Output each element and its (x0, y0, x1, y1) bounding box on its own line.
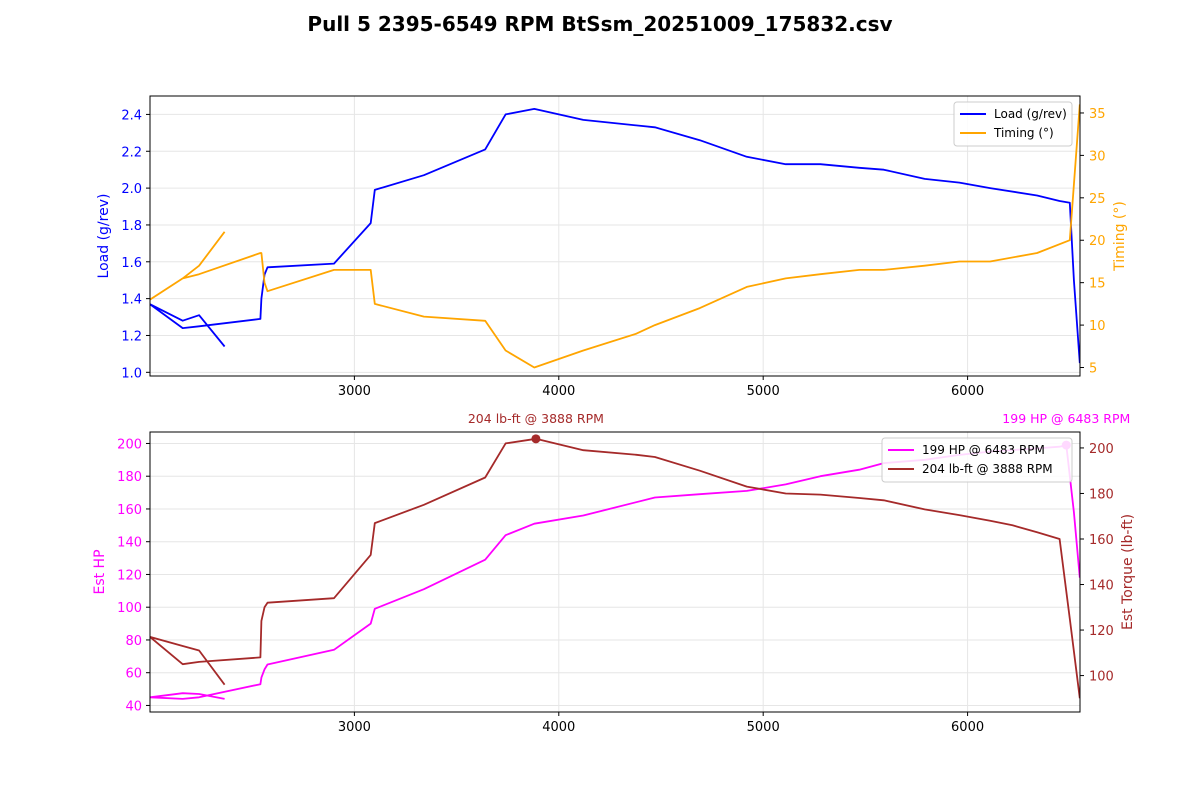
legend-label: 199 HP @ 6483 RPM (922, 443, 1045, 457)
y-tick-label: 140 (117, 536, 142, 551)
x-tick-label: 5000 (747, 720, 780, 735)
y2-tick-label: 35 (1089, 107, 1106, 122)
legend-label: Load (g/rev) (994, 107, 1067, 121)
hp-torque-panel: 3000 4000 5000 6000 40 60 80 100 120 140 160 180 200… (92, 411, 1136, 735)
y2-tick-label: 200 (1089, 442, 1114, 457)
y-axis-label: Est HP (92, 549, 108, 594)
x-tick-label: 6000 (951, 720, 984, 735)
y2-tick-label: 25 (1089, 192, 1106, 207)
y2-tick-label: 20 (1089, 234, 1106, 249)
y2-tick-label: 160 (1089, 533, 1114, 548)
x-tick-label: 3000 (338, 384, 371, 399)
peak-marker (531, 434, 541, 444)
y-tick-label: 80 (125, 634, 142, 649)
y-tick-label: 2.4 (121, 108, 142, 123)
y-tick-label: 160 (117, 503, 142, 518)
legend-label: Timing (°) (993, 126, 1054, 140)
y2-tick-label: 30 (1089, 149, 1106, 164)
y-tick-label: 40 (125, 699, 142, 714)
y-tick-label: 1.2 (121, 329, 142, 344)
y-tick-label: 1.6 (121, 256, 142, 271)
x-tick-label: 6000 (951, 384, 984, 399)
y-tick-label: 2.0 (121, 182, 142, 197)
y-axis-label: Load (g/rev) (96, 194, 112, 279)
y-tick-label: 200 (117, 437, 142, 452)
y-tick-label: 1.0 (121, 366, 142, 381)
y-tick-label: 1.4 (121, 293, 142, 308)
peak-annotation: 199 HP @ 6483 RPM (1002, 411, 1130, 426)
y-tick-label: 180 (117, 470, 142, 485)
x-tick-label: 4000 (542, 720, 575, 735)
series-line-right (150, 104, 1080, 369)
y2-axis-label: Est Torque (lb-ft) (1120, 514, 1136, 630)
y2-tick-label: 140 (1089, 579, 1114, 594)
y2-tick-label: 15 (1089, 277, 1106, 292)
series-line-left (150, 444, 1080, 700)
y2-tick-label: 5 (1089, 362, 1097, 377)
axes-frame (149, 95, 1081, 377)
series-line-left (150, 108, 1080, 364)
x-tick-label: 4000 (542, 384, 575, 399)
legend-label: 204 lb-ft @ 3888 RPM (922, 462, 1053, 476)
y2-tick-label: 100 (1089, 670, 1114, 685)
y-tick-label: 100 (117, 601, 142, 616)
load-timing-panel: 3000 4000 5000 6000 1.0 1.2 1.4 1.6 1.8 2.0 2.2 2.4… (96, 95, 1128, 399)
chart-title: Pull 5 2395-6549 RPM BtSsm_20251009_1758… (307, 12, 892, 36)
y2-tick-label: 10 (1089, 319, 1106, 334)
legend-box (881, 437, 1073, 483)
y2-tick-label: 180 (1089, 487, 1114, 502)
y-tick-label: 1.8 (121, 219, 142, 234)
axes-frame (149, 431, 1081, 713)
y-tick-label: 60 (125, 667, 142, 682)
peak-annotation: 204 lb-ft @ 3888 RPM (468, 411, 604, 426)
y2-tick-label: 120 (1089, 624, 1114, 639)
y-tick-label: 120 (117, 568, 142, 583)
x-tick-label: 5000 (747, 384, 780, 399)
x-tick-label: 3000 (338, 720, 371, 735)
y2-axis-label: Timing (°) (1112, 201, 1128, 272)
series-line-right (150, 437, 1080, 699)
y-tick-label: 2.2 (121, 145, 142, 160)
